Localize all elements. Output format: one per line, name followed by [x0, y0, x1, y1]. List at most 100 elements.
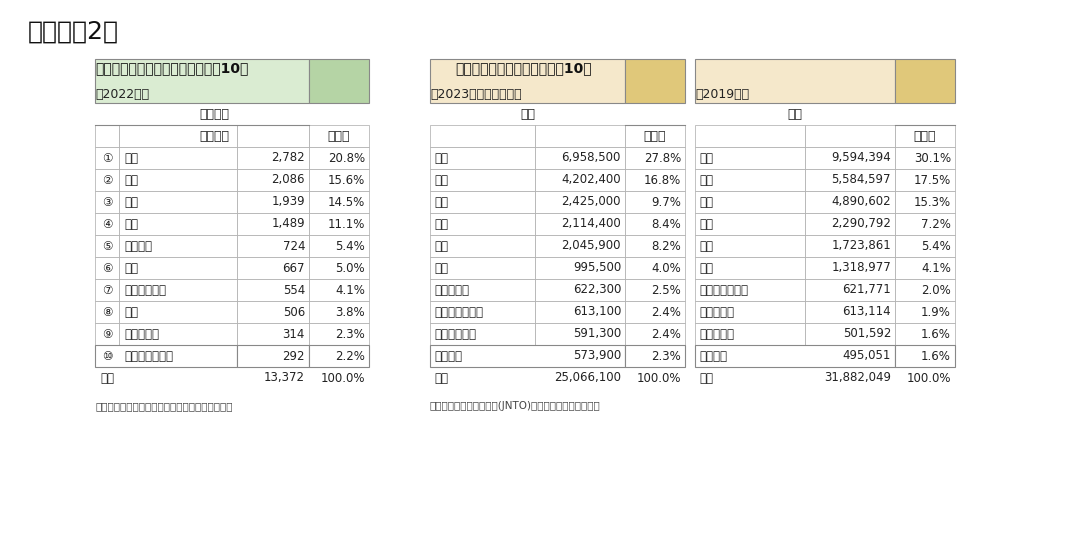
Bar	[696, 301, 805, 323]
Bar	[535, 279, 625, 301]
Text: フィリピン: フィリピン	[434, 284, 469, 296]
Text: シェア: シェア	[327, 130, 350, 143]
Text: シェア: シェア	[914, 130, 936, 143]
Text: 15.6%: 15.6%	[327, 173, 365, 187]
Bar	[237, 345, 309, 367]
Text: 554: 554	[283, 284, 305, 296]
Bar	[805, 301, 895, 323]
Bar	[119, 279, 237, 301]
Bar	[95, 213, 119, 235]
Bar	[805, 169, 895, 191]
Bar	[430, 213, 535, 235]
Bar	[309, 345, 369, 367]
Text: 4,890,602: 4,890,602	[832, 195, 891, 209]
Bar	[535, 125, 625, 147]
Bar	[430, 345, 625, 367]
Bar	[895, 257, 955, 279]
Bar	[805, 125, 895, 147]
Text: ベトナム: ベトナム	[434, 350, 462, 363]
Text: （億円）: （億円）	[199, 130, 229, 143]
Bar	[895, 301, 955, 323]
Text: 米国: 米国	[124, 195, 138, 209]
Text: 30.1%: 30.1%	[914, 152, 951, 165]
Text: 25,066,100: 25,066,100	[554, 372, 621, 385]
Bar	[430, 59, 625, 103]
Bar	[625, 279, 685, 301]
Text: 総数: 総数	[699, 372, 713, 385]
Bar	[895, 345, 955, 367]
Bar	[237, 279, 309, 301]
Bar	[237, 125, 309, 147]
Bar	[119, 125, 237, 147]
Bar	[237, 147, 309, 169]
Bar	[430, 191, 535, 213]
Text: 1.6%: 1.6%	[921, 328, 951, 341]
Text: 7.2%: 7.2%	[921, 217, 951, 230]
Text: 613,100: 613,100	[572, 306, 621, 318]
Bar	[237, 191, 309, 213]
Text: タイ: タイ	[699, 261, 713, 274]
Text: 4.1%: 4.1%	[921, 261, 951, 274]
Bar	[237, 235, 309, 257]
Text: 613,114: 613,114	[842, 306, 891, 318]
Text: 韓国: 韓国	[124, 261, 138, 274]
Bar	[805, 257, 895, 279]
Bar	[309, 257, 369, 279]
Bar	[535, 301, 625, 323]
Bar	[696, 191, 805, 213]
Text: ④: ④	[102, 217, 112, 230]
Bar	[119, 323, 237, 345]
Text: 31,882,049: 31,882,049	[824, 372, 891, 385]
Text: 1.6%: 1.6%	[921, 350, 951, 363]
Text: 3.8%: 3.8%	[336, 306, 365, 318]
Bar	[119, 257, 237, 279]
Bar	[119, 147, 237, 169]
Bar	[309, 301, 369, 323]
Bar	[535, 191, 625, 213]
Bar	[95, 235, 119, 257]
Bar	[696, 279, 805, 301]
Bar	[895, 323, 955, 345]
Text: フィリピン: フィリピン	[124, 328, 159, 341]
Bar	[895, 191, 955, 213]
Bar	[309, 169, 369, 191]
Bar	[95, 125, 119, 147]
Text: タイ: タイ	[434, 261, 448, 274]
Text: 622,300: 622,300	[572, 284, 621, 296]
Bar	[95, 323, 119, 345]
Text: 11.1%: 11.1%	[327, 217, 365, 230]
Bar	[430, 235, 535, 257]
Text: 573,900: 573,900	[572, 350, 621, 363]
Bar	[309, 323, 369, 345]
Text: ③: ③	[102, 195, 112, 209]
Bar	[309, 191, 369, 213]
Bar	[535, 169, 625, 191]
Text: 2.2%: 2.2%	[335, 350, 365, 363]
Bar	[430, 169, 535, 191]
Text: 米国: 米国	[434, 239, 448, 252]
Bar	[535, 323, 625, 345]
Bar	[696, 169, 805, 191]
Bar	[237, 257, 309, 279]
Bar	[535, 213, 625, 235]
Bar	[309, 235, 369, 257]
Text: 総数: 総数	[434, 372, 448, 385]
Text: 5,584,597: 5,584,597	[832, 173, 891, 187]
Text: 667: 667	[283, 261, 305, 274]
Text: 1.9%: 1.9%	[921, 306, 951, 318]
Bar	[95, 279, 119, 301]
Bar	[625, 191, 685, 213]
Bar	[895, 213, 955, 235]
Bar	[119, 301, 237, 323]
Text: 総数: 総数	[787, 108, 802, 121]
Bar	[696, 213, 805, 235]
Text: 台湾: 台湾	[699, 195, 713, 209]
Text: 621,771: 621,771	[842, 284, 891, 296]
Bar	[95, 191, 119, 213]
Bar	[895, 279, 955, 301]
Text: ⑩: ⑩	[102, 350, 112, 363]
Text: 2,114,400: 2,114,400	[562, 217, 621, 230]
Bar	[237, 301, 309, 323]
Text: 4.1%: 4.1%	[335, 284, 365, 296]
Bar	[95, 345, 237, 367]
